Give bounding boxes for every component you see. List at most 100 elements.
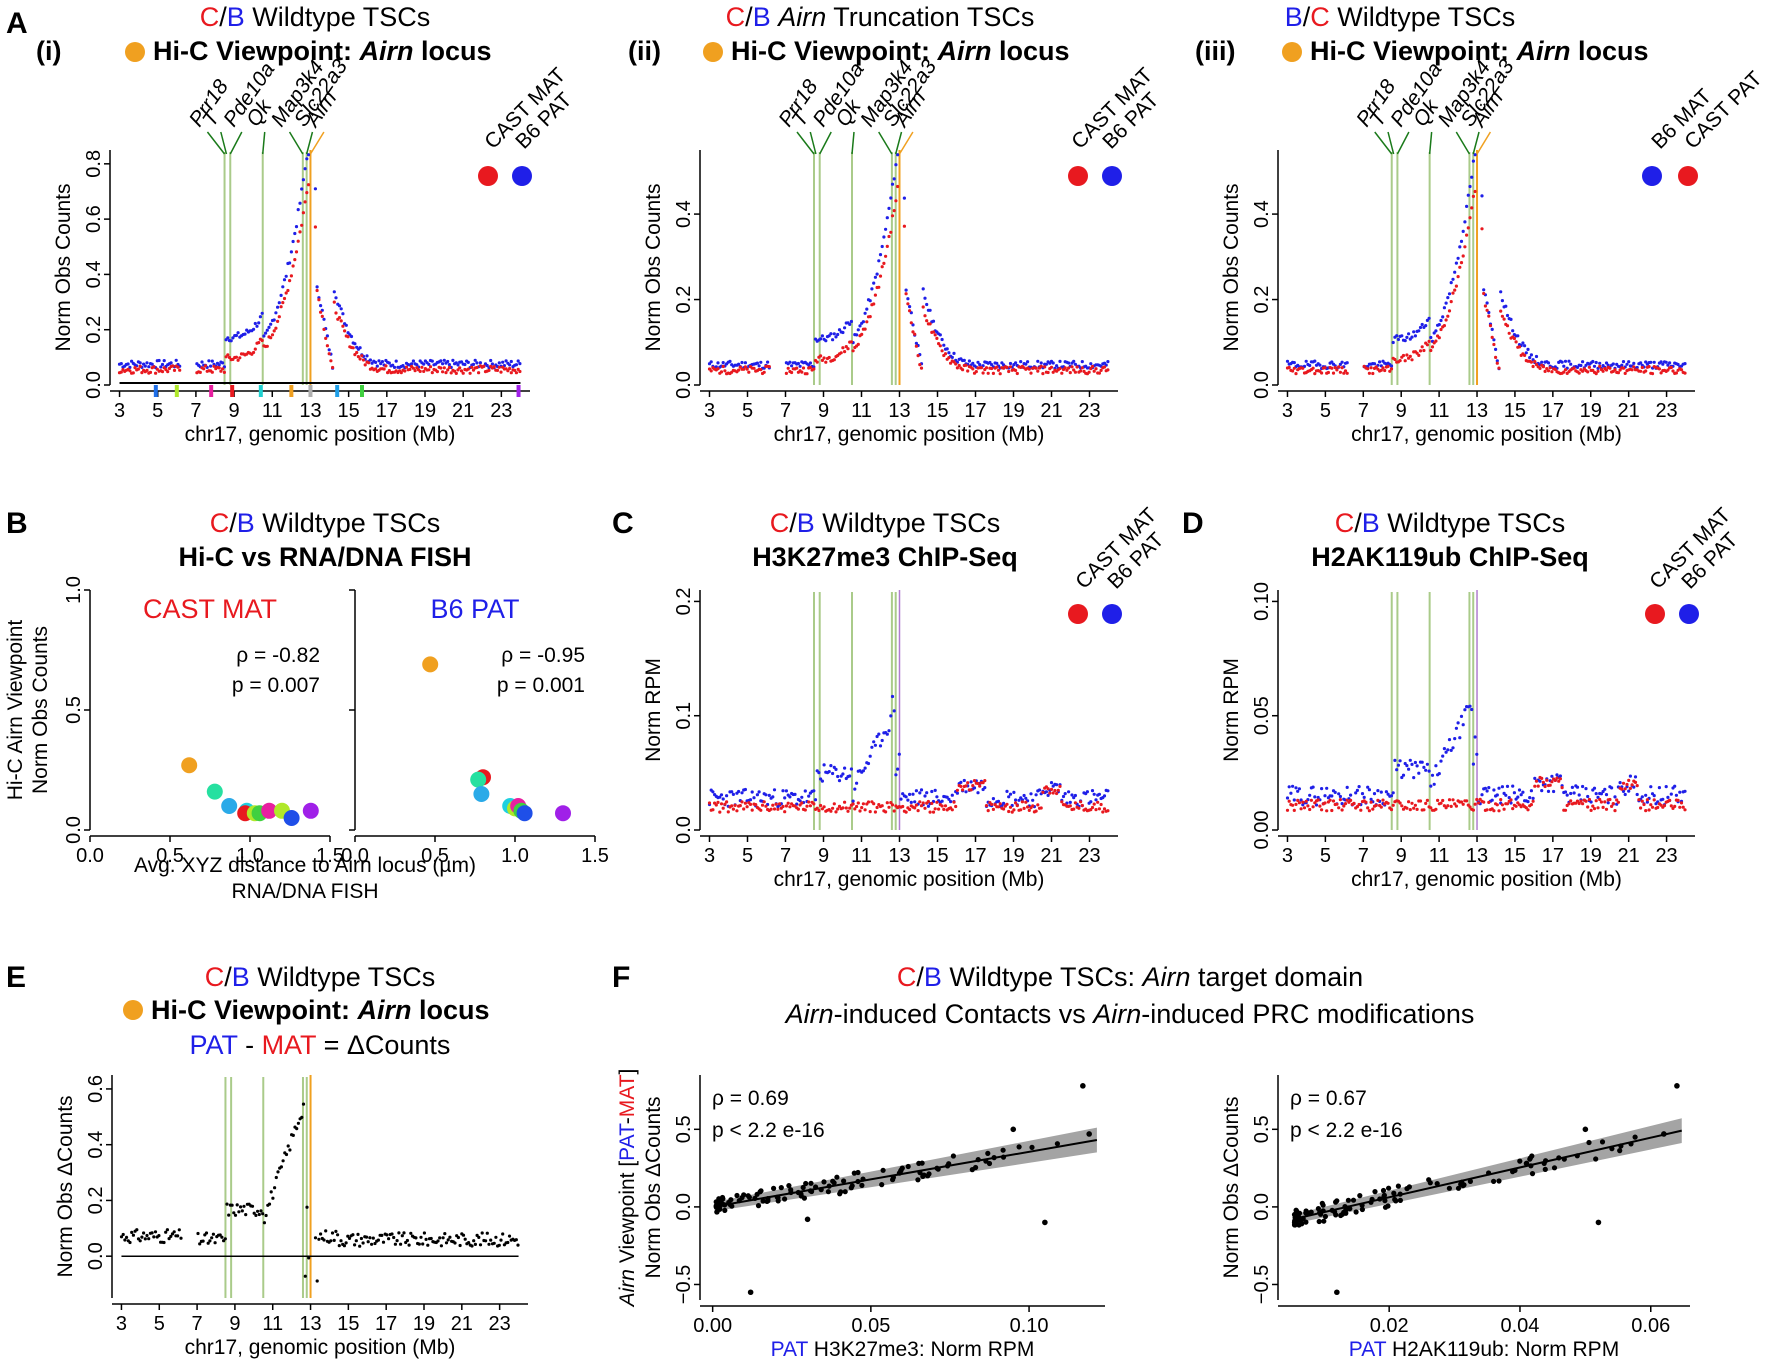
data-point <box>1459 714 1464 719</box>
data-point <box>1446 314 1450 318</box>
data-point <box>339 307 343 311</box>
data-point <box>255 324 259 328</box>
y-tick-label: 0.0 <box>673 371 695 399</box>
data-point <box>1497 809 1501 813</box>
data-point <box>1492 788 1496 792</box>
data-point <box>767 365 771 369</box>
data-point <box>1497 786 1501 790</box>
data-point <box>1649 803 1653 807</box>
data-point <box>919 366 924 370</box>
p-value-label: p = 0.007 <box>232 674 320 697</box>
data-point <box>1610 786 1614 790</box>
data-point <box>746 1194 753 1200</box>
data-point <box>1051 361 1055 365</box>
data-point <box>801 1195 808 1201</box>
data-point <box>1514 340 1518 344</box>
gene-leader-line <box>809 131 817 155</box>
data-point <box>466 367 470 371</box>
data-point <box>202 367 206 371</box>
data-point <box>868 315 872 319</box>
data-point <box>363 363 367 367</box>
x-tick-label: 0.04 <box>1500 1315 1539 1337</box>
data-point <box>1338 794 1342 799</box>
data-point <box>1405 353 1409 357</box>
data-point <box>461 371 465 375</box>
data-point <box>1521 341 1525 345</box>
data-point <box>1649 360 1653 364</box>
data-point <box>1599 800 1603 804</box>
data-point <box>940 337 944 342</box>
data-point <box>740 360 744 365</box>
data-point <box>786 366 790 370</box>
data-point <box>302 802 319 819</box>
data-point <box>1671 369 1675 373</box>
data-point <box>872 302 876 306</box>
y-tick-label: 0.4 <box>83 261 105 289</box>
data-point <box>298 230 302 234</box>
data-point <box>1041 372 1045 376</box>
data-point <box>1548 783 1552 787</box>
data-point <box>896 767 900 771</box>
data-point <box>962 778 966 783</box>
data-point <box>1079 800 1083 804</box>
data-point <box>271 1196 275 1200</box>
data-point <box>236 331 240 335</box>
x-tick-label: 23 <box>1655 845 1677 867</box>
data-point <box>1649 785 1653 789</box>
data-point <box>1652 798 1656 802</box>
data-point <box>374 367 378 371</box>
title-E-b: B <box>232 962 250 992</box>
x-tick-label: 3 <box>116 1313 127 1335</box>
data-point <box>894 199 898 203</box>
data-point <box>1289 791 1293 795</box>
data-point <box>865 307 869 311</box>
data-point <box>952 800 956 804</box>
data-point <box>441 362 445 366</box>
data-point <box>940 799 944 803</box>
sub-A-i-num: (i) <box>36 36 61 66</box>
y-mat: MAT <box>616 1074 639 1117</box>
data-point <box>1601 789 1605 794</box>
data-point <box>937 342 941 346</box>
data-point <box>1318 363 1322 367</box>
data-point <box>1523 1160 1530 1167</box>
data-point <box>259 1209 263 1213</box>
data-point <box>138 1239 142 1243</box>
data-point <box>945 1163 951 1169</box>
data-point <box>1020 800 1024 804</box>
data-point <box>899 797 903 801</box>
data-point <box>1396 337 1400 342</box>
data-point <box>1650 372 1655 376</box>
data-point <box>315 1279 319 1283</box>
data-point <box>404 365 409 369</box>
data-point <box>267 325 271 329</box>
subtitle-A-ii-vp: Hi-C Viewpoint: <box>731 36 938 66</box>
data-point <box>1661 1131 1667 1137</box>
data-point <box>1019 360 1023 364</box>
data-point <box>868 299 872 303</box>
data-point <box>743 787 748 792</box>
data-point <box>935 800 939 804</box>
subtitle-E-airn: Airn <box>357 995 412 1025</box>
data-point <box>300 1115 304 1119</box>
data-point <box>1582 1126 1589 1133</box>
y-axis-title-2: Airn Viewpoint [PAT-MAT] <box>616 1069 639 1309</box>
data-point <box>1606 801 1610 805</box>
data-point <box>1097 792 1101 796</box>
data-point <box>919 788 924 792</box>
data-point <box>1027 367 1031 371</box>
x-tick-label: 15 <box>926 400 948 422</box>
data-point <box>723 802 727 806</box>
data-point <box>495 368 500 372</box>
data-point <box>1494 355 1498 359</box>
data-point <box>947 351 951 355</box>
data-point <box>990 363 994 367</box>
data-point <box>908 792 912 797</box>
data-point <box>783 810 787 814</box>
data-point <box>762 800 766 804</box>
data-point <box>1388 369 1392 373</box>
data-point <box>1386 1185 1392 1191</box>
data-point <box>1482 800 1486 804</box>
data-point <box>1008 805 1013 809</box>
